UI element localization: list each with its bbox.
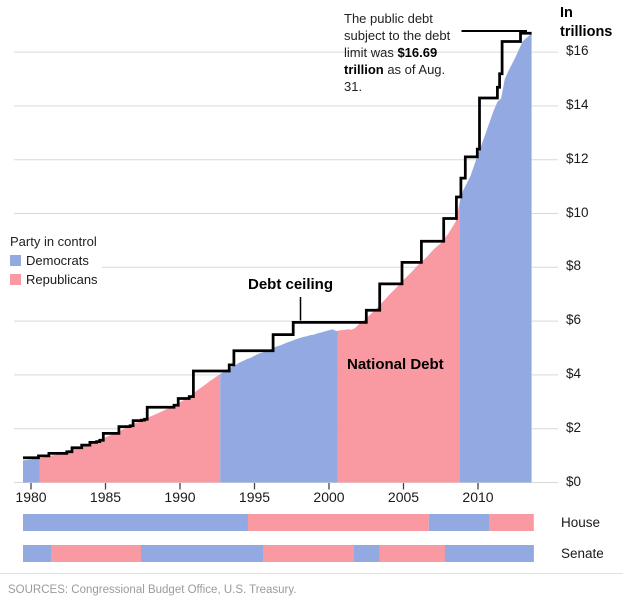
- senate-segment-democrat: [354, 545, 380, 562]
- x-axis-ticks: [30, 483, 479, 490]
- x-axis-label: 1990: [164, 489, 196, 505]
- gridlines: [14, 51, 558, 483]
- y-axis-label: $4: [566, 365, 582, 381]
- y-axis-label: $0: [566, 473, 582, 489]
- house-segment-democrat: [23, 514, 248, 531]
- legend-item-republicans: Republicans: [10, 272, 98, 287]
- y-axis-label: $8: [566, 258, 582, 274]
- republican-swatch-icon: [10, 274, 21, 285]
- senate-segment-republican: [263, 545, 354, 562]
- senate-bar-label: Senate: [561, 546, 604, 561]
- x-axis-label: 1995: [238, 489, 271, 505]
- y-axis-label: $16: [566, 43, 589, 59]
- annotation: The public debt subject to the debt limi…: [344, 10, 466, 95]
- annotation-line-2: subject to the debt: [344, 28, 451, 43]
- y-axis-label: $12: [566, 150, 589, 166]
- debt-area-segment-republican: [337, 200, 460, 483]
- house-control-bar: [23, 514, 534, 531]
- party-legend: Party in control Democrats Republicans: [8, 233, 102, 293]
- x-axis-label: 2000: [313, 489, 345, 505]
- x-axis-label: 2010: [462, 489, 494, 505]
- house-bar-label: House: [561, 515, 601, 530]
- democrat-swatch-icon: [10, 255, 21, 266]
- sources-text: SOURCES: Congressional Budget Office, U.…: [8, 584, 297, 596]
- legend-item-democrats: Democrats: [10, 253, 98, 268]
- national-debt-area: [23, 33, 532, 483]
- senate-segment-democrat: [141, 545, 263, 562]
- debt-ceiling-line: [23, 31, 532, 460]
- house-segment-republican: [247, 514, 429, 531]
- debt-ceiling-step-line: [23, 31, 532, 460]
- house-segment-democrat: [428, 514, 489, 531]
- legend-label-democrats: Democrats: [26, 253, 89, 268]
- debt-area-segment-democrat: [460, 33, 532, 483]
- annotation-line-3: limit was $16.69: [344, 45, 438, 60]
- debt-area-segment-republican: [39, 374, 221, 483]
- x-axis-label: 2005: [387, 489, 420, 505]
- legend-title: Party in control: [10, 234, 97, 249]
- senate-control-bar: [23, 545, 534, 562]
- senate-segment-democrat: [23, 545, 51, 562]
- annotation-line-1: The public debt: [344, 11, 433, 26]
- annotation-line-4: trillion as of Aug. 31.: [344, 62, 446, 94]
- x-axis-label: 1985: [89, 489, 122, 505]
- debt-area-segment-democrat: [220, 329, 338, 483]
- y-axis-label: $2: [566, 419, 582, 435]
- senate-segment-republican: [51, 545, 141, 562]
- debt-area-segment-democrat: [23, 458, 40, 483]
- y-axis-label: $6: [566, 312, 582, 328]
- y-axis-label: $14: [566, 96, 589, 112]
- x-axis-label: 1980: [15, 489, 47, 505]
- senate-segment-republican: [380, 545, 445, 562]
- debt-ceiling-label: Debt ceiling: [247, 276, 333, 293]
- axis-unit-label: In trillions: [560, 5, 613, 40]
- y-axis-label: $10: [566, 204, 589, 220]
- legend-label-republicans: Republicans: [26, 272, 98, 287]
- senate-segment-democrat: [444, 545, 534, 562]
- national-debt-label: National Debt: [347, 356, 444, 373]
- house-segment-republican: [489, 514, 534, 531]
